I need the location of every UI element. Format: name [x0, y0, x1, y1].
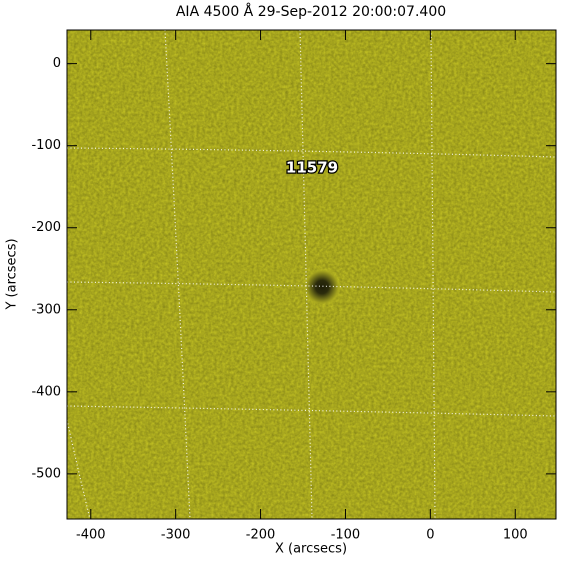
x-axis-label: X (arcsecs): [275, 542, 347, 557]
y-tick-label: -400: [31, 384, 61, 399]
grid-line: [67, 405, 556, 417]
x-tick-label: -200: [246, 528, 276, 543]
heliographic-grid: [67, 30, 556, 519]
y-tick-label: 0: [53, 56, 61, 71]
y-axis-label: Y (arcsecs): [5, 238, 20, 310]
y-tick-label: -200: [31, 220, 61, 235]
x-tick-label: -300: [161, 528, 191, 543]
grid-line: [67, 419, 91, 519]
y-tick-label: -500: [31, 466, 61, 481]
x-tick-label: -400: [76, 528, 106, 543]
chart-title: AIA 4500 Å 29-Sep-2012 20:00:07.400: [176, 3, 446, 20]
x-tick-label: 100: [503, 528, 528, 543]
y-tick-label: -300: [31, 302, 61, 317]
plot-frame: [66, 29, 557, 520]
y-tick-label: -100: [31, 138, 61, 153]
x-tick-label: 0: [426, 528, 434, 543]
grid-line: [430, 30, 436, 519]
grid-line: [67, 147, 556, 158]
sunspot: [303, 268, 341, 306]
region-label: 11579: [286, 159, 338, 177]
x-tick-label: -100: [331, 528, 361, 543]
grid-line: [299, 30, 313, 519]
grid-line: [67, 281, 556, 293]
